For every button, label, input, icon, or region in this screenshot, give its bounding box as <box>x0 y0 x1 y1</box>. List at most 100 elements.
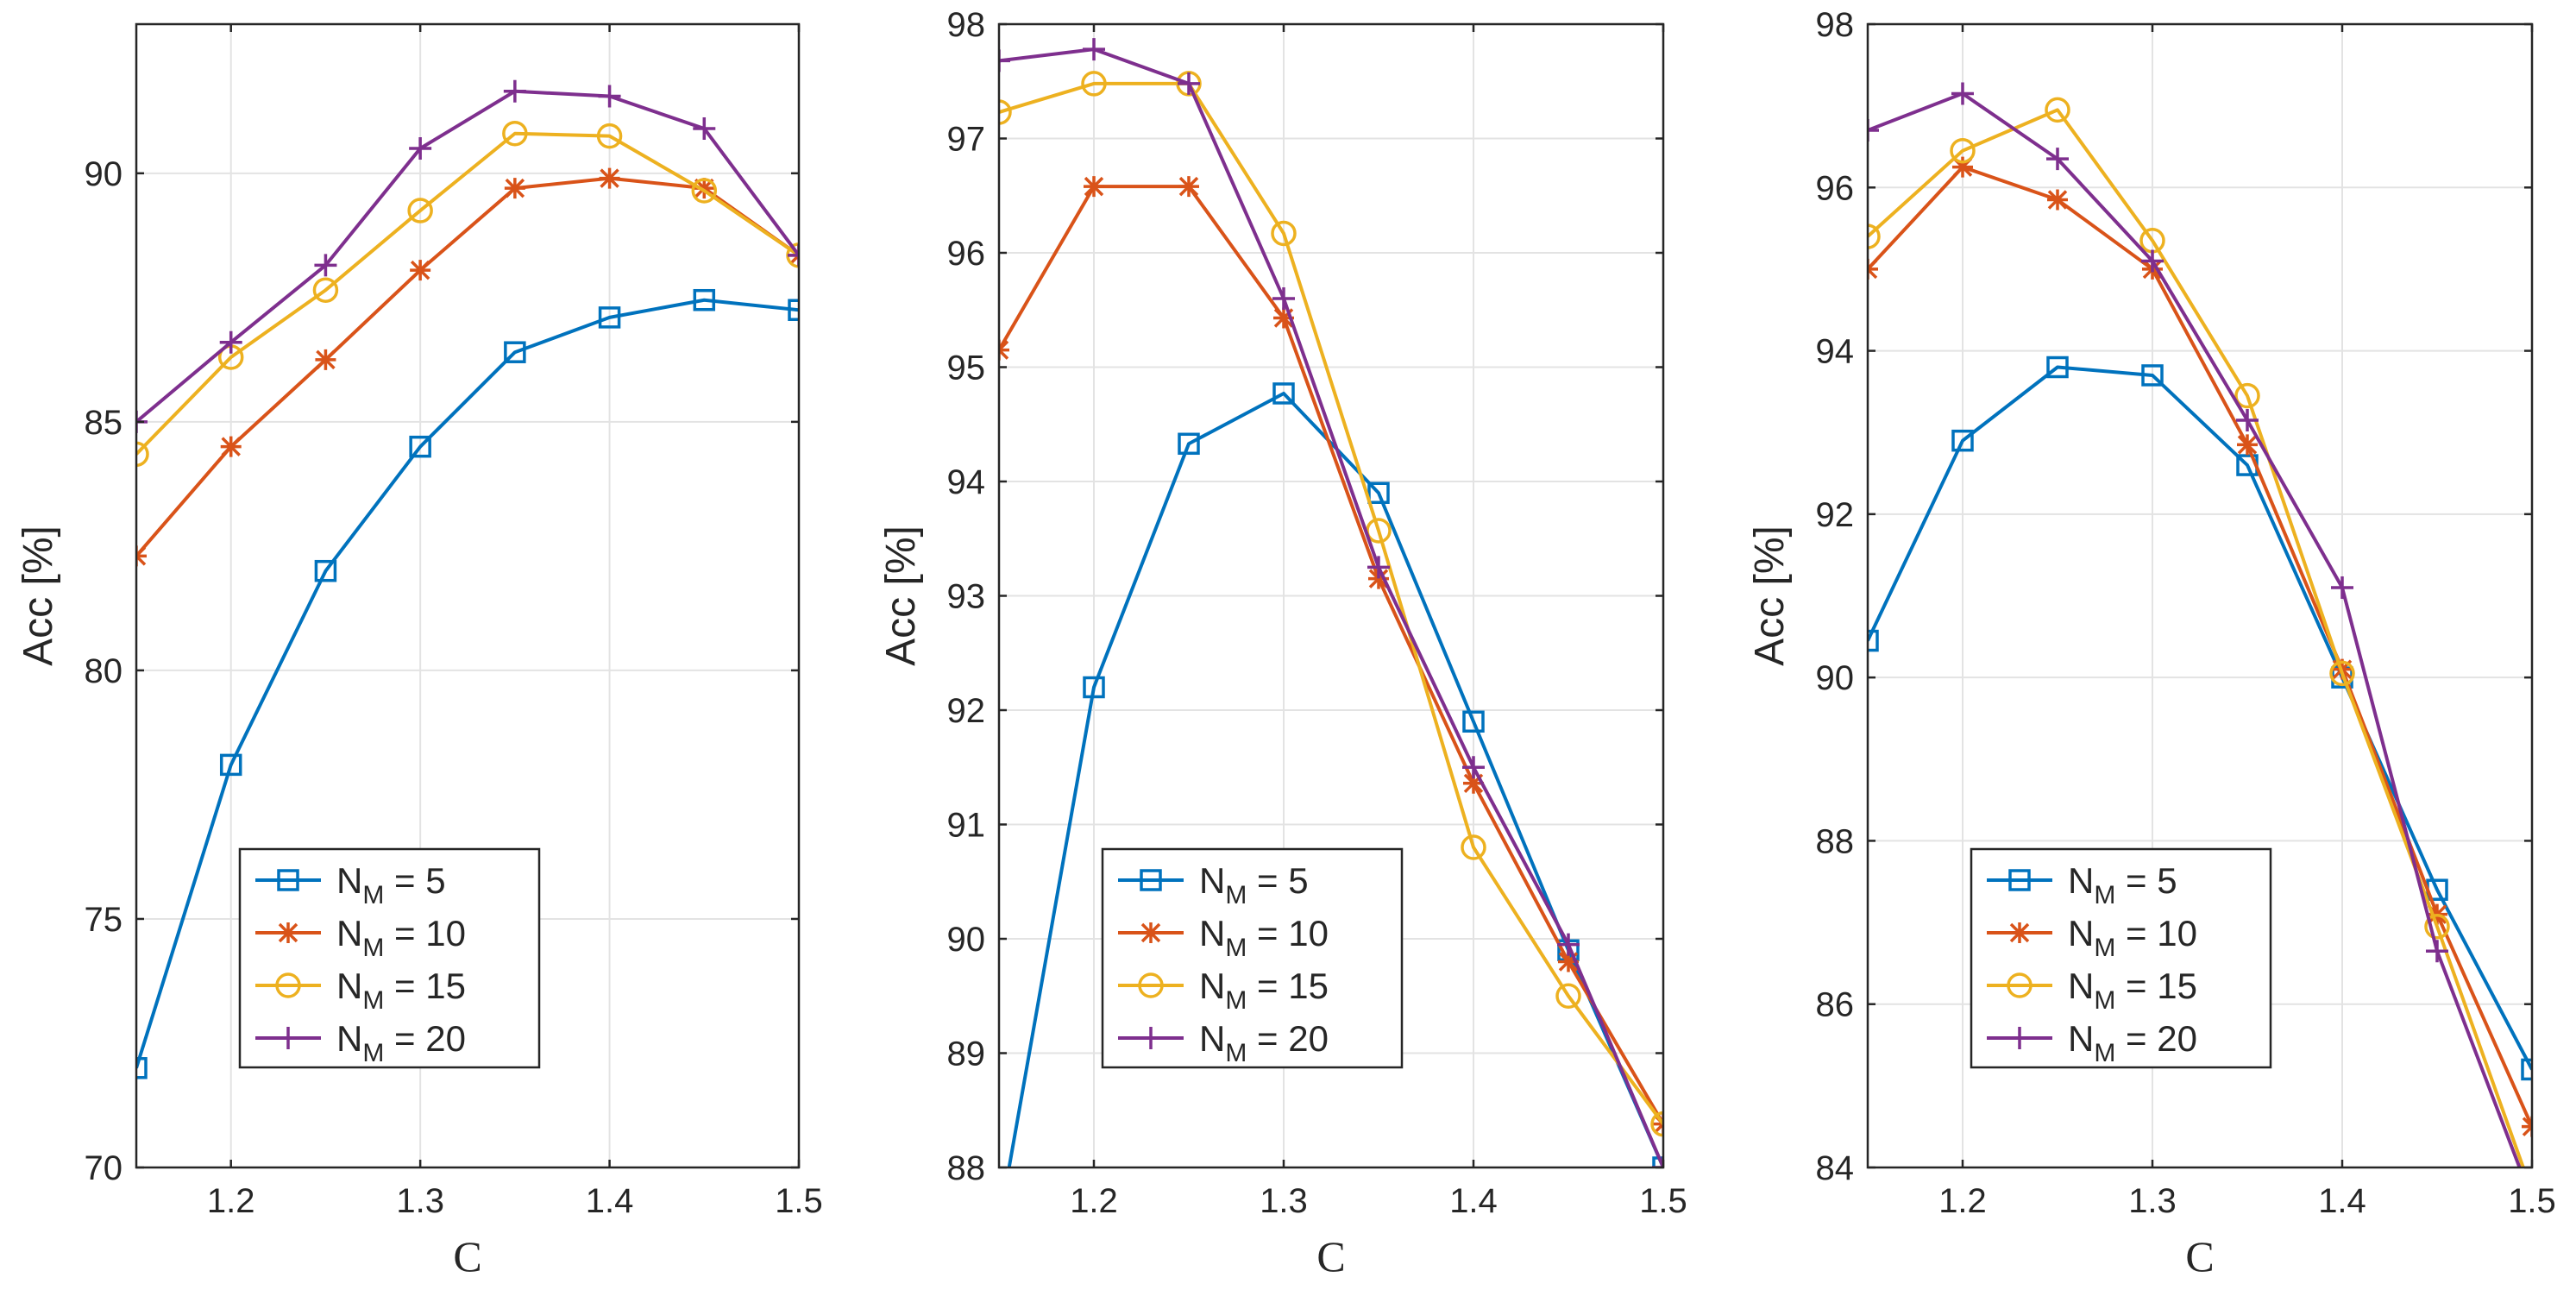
data-point <box>1555 983 1581 1009</box>
data-point <box>219 753 242 777</box>
legend-label-main: N <box>2068 966 2094 1006</box>
legend-box <box>238 847 541 1069</box>
legend-swatch-marker <box>277 1027 299 1049</box>
data-point <box>502 120 528 147</box>
legend-label-main: N <box>336 913 362 953</box>
data-point <box>1272 287 1295 310</box>
legend-label-rest: = 15 <box>2115 966 2197 1006</box>
data-point <box>691 178 718 204</box>
data-point <box>410 260 431 281</box>
series-line-2 <box>136 176 799 557</box>
ticks: 1.2 1.3 1.4 1.5 88 89 90 91 92 93 94 95 96 97 98 <box>947 6 1687 1220</box>
data-point <box>693 288 716 311</box>
series-line-3 <box>136 131 799 456</box>
data-point <box>1084 176 1104 198</box>
x-tick-label: 1.5 <box>2508 1182 2556 1220</box>
data-point <box>598 85 621 108</box>
data-point <box>1461 834 1486 860</box>
data-point <box>504 178 525 199</box>
y-tick-label: 92 <box>947 692 986 730</box>
data-point <box>314 254 337 277</box>
data-point <box>1081 71 1107 97</box>
legend-item: NM = 10 <box>255 913 466 962</box>
y-tick-label: 96 <box>1816 169 1855 207</box>
data-point <box>2046 148 2069 171</box>
data-point <box>1951 82 1974 105</box>
legend-swatch-marker <box>275 972 301 998</box>
y-tick-label: 85 <box>85 404 123 442</box>
data-point <box>409 137 432 160</box>
data-point <box>2046 356 2069 379</box>
x-tick-label: 1.4 <box>1449 1182 1498 1220</box>
legend-label-subscript: M <box>2094 881 2115 909</box>
data-point <box>503 79 526 103</box>
legend-label-rest: = 10 <box>1247 913 1329 953</box>
legend-label: NM = 20 <box>336 1018 466 1067</box>
data-point <box>2045 97 2070 123</box>
data-point <box>1272 382 1295 405</box>
ticks: 1.2 1.3 1.4 1.5 70 75 80 85 90 <box>85 24 823 1220</box>
data-point <box>1557 933 1580 956</box>
legend-label-subscript: M <box>2094 934 2115 962</box>
legend-label-subscript: M <box>362 986 384 1015</box>
legend-label-rest: = 15 <box>1247 966 1329 1006</box>
data-point <box>1273 307 1294 329</box>
legend-label-rest: = 20 <box>2115 1018 2197 1059</box>
y-tick-label: 94 <box>947 463 986 501</box>
legend-item: NM = 20 <box>1118 1018 1329 1067</box>
data-point <box>312 277 339 303</box>
x-tick-label: 1.3 <box>396 1182 444 1220</box>
legend-label: NM = 20 <box>2068 1018 2197 1067</box>
chart-panel-2: 1.2 1.3 1.4 1.5 88 89 90 91 92 93 94 95 96 97 98 C Acc [… <box>878 6 1687 1281</box>
data-point <box>1558 951 1579 972</box>
y-tick-label: 97 <box>947 121 986 159</box>
data-point <box>1650 1111 1663 1137</box>
data-point <box>598 306 621 329</box>
y-tick-label: 98 <box>1816 6 1855 44</box>
x-tick-label: 1.2 <box>1938 1182 1987 1220</box>
legend-item: NM = 5 <box>1987 860 2177 909</box>
x-axis-label: C <box>1316 1232 1345 1281</box>
data-point <box>999 99 1012 125</box>
y-axis-label: Acc [%] <box>16 525 61 666</box>
legend-label-subscript: M <box>362 934 384 962</box>
x-tick-label: 1.2 <box>1070 1182 1118 1220</box>
data-point <box>2424 914 2450 940</box>
legend-label-subscript: M <box>362 1039 384 1067</box>
y-tick-label: 91 <box>947 807 986 845</box>
y-axis-label: Acc [%] <box>1747 525 1793 666</box>
x-tick-label: 1.5 <box>1639 1182 1687 1220</box>
legend-label: NM = 10 <box>336 913 466 962</box>
y-tick-label: 90 <box>947 921 986 959</box>
series-line-1 <box>136 298 799 1069</box>
data-point <box>504 341 526 363</box>
y-tick-label: 88 <box>947 1149 986 1187</box>
data-point <box>788 299 799 321</box>
data-point <box>1178 176 1199 198</box>
legend-label: NM = 15 <box>1199 966 1329 1015</box>
legend-label-main: N <box>2068 1018 2094 1059</box>
y-tick-label: 94 <box>1816 333 1855 371</box>
y-tick-label: 86 <box>1816 986 1855 1024</box>
data-point <box>999 49 1010 72</box>
series-line-3 <box>999 81 1663 1125</box>
data-point <box>136 1057 148 1079</box>
y-tick-label: 93 <box>947 578 986 616</box>
data-point <box>693 116 716 140</box>
series-line-4 <box>999 47 1663 1167</box>
legend-label-rest: = 10 <box>2115 913 2197 953</box>
legend-swatch-marker <box>2008 869 2031 891</box>
data-point <box>220 436 242 457</box>
legend-label: NM = 5 <box>2068 860 2177 909</box>
series-line-1 <box>1868 365 2532 1071</box>
legend-label-rest: = 15 <box>384 966 466 1006</box>
data-point <box>2141 364 2164 387</box>
data-point <box>1083 676 1105 699</box>
data-point <box>788 243 799 267</box>
series-line-4 <box>136 89 799 424</box>
x-tick-label: 1.3 <box>1260 1182 1308 1220</box>
legend-label-rest: = 5 <box>1247 860 1308 901</box>
